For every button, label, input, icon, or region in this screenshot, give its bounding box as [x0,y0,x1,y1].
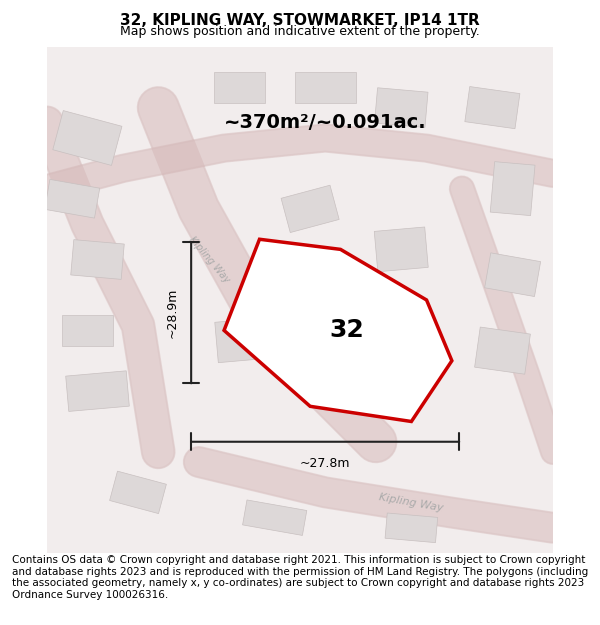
Text: ~27.8m: ~27.8m [300,457,350,470]
Bar [44,179,100,218]
Text: Map shows position and indicative extent of the property.: Map shows position and indicative extent… [120,26,480,39]
Bar [281,185,339,232]
Text: 32, KIPLING WAY, STOWMARKET, IP14 1TR: 32, KIPLING WAY, STOWMARKET, IP14 1TR [120,13,480,28]
Text: Kipling Way: Kipling Way [379,492,445,513]
Text: ~28.9m: ~28.9m [166,288,179,338]
Bar [490,162,535,216]
Bar [242,500,307,536]
Bar [65,371,130,411]
Text: ~370m²/~0.091ac.: ~370m²/~0.091ac. [224,113,427,132]
Bar [53,111,122,166]
Bar [110,471,166,514]
Bar [485,253,541,296]
Bar [295,72,356,102]
Text: Kipling Way: Kipling Way [187,234,231,284]
Text: 32: 32 [329,318,364,342]
Bar [71,239,124,279]
Bar [374,88,428,128]
Bar [475,327,530,374]
Bar [214,72,265,102]
Bar [374,227,428,272]
Bar [62,315,113,346]
Bar [385,513,437,542]
Bar [465,86,520,129]
Bar [364,321,419,360]
Bar [215,318,264,362]
Polygon shape [224,239,452,421]
Text: Contains OS data © Crown copyright and database right 2021. This information is : Contains OS data © Crown copyright and d… [12,555,588,600]
